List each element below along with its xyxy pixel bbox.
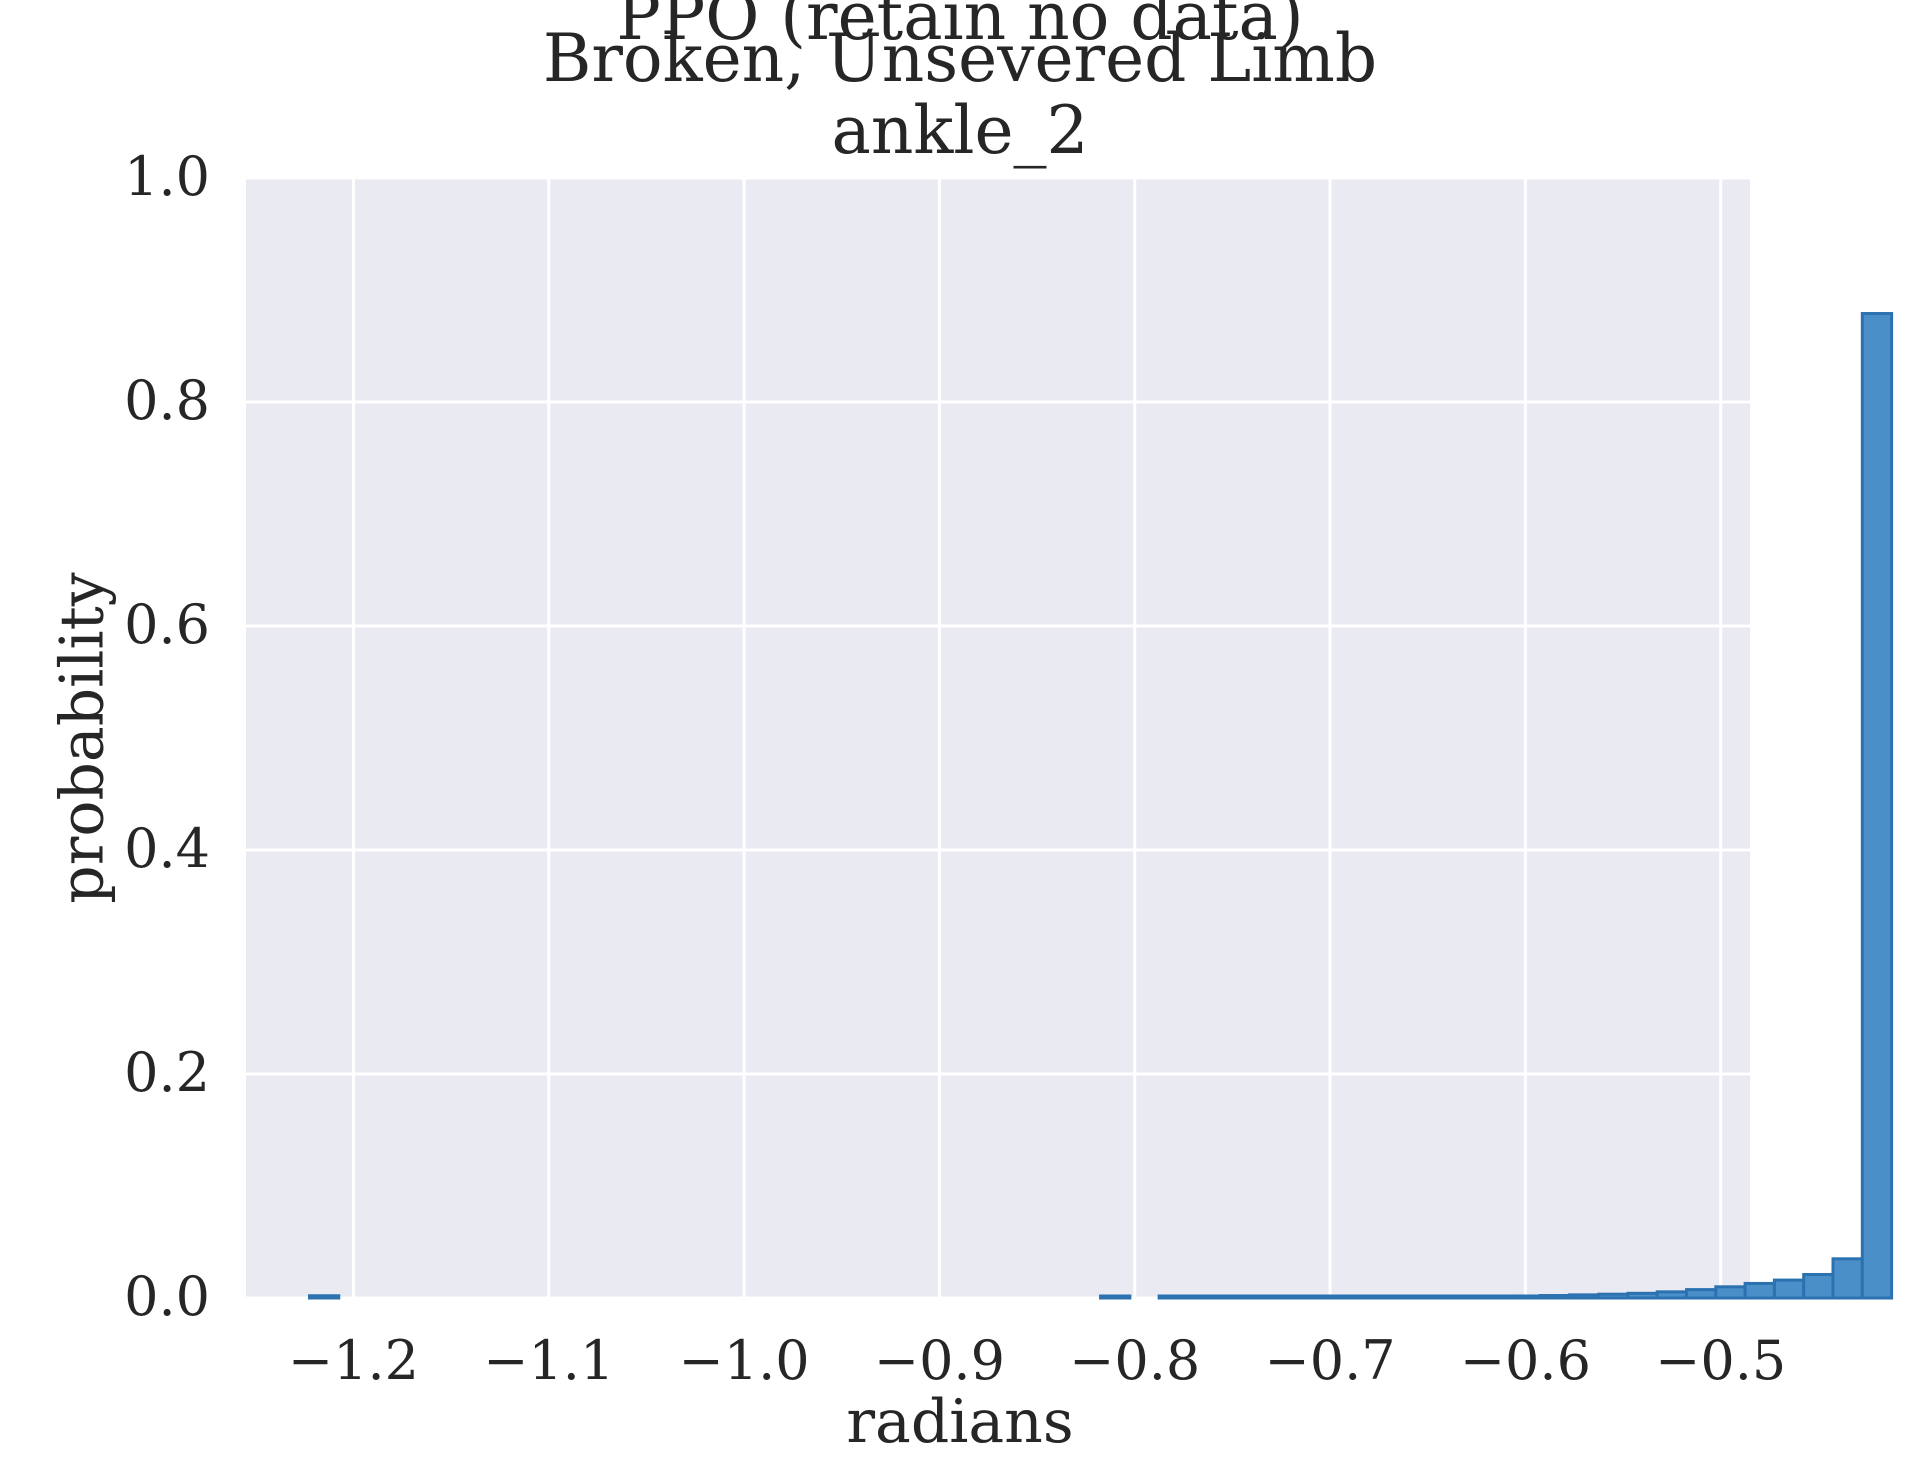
histogram-bar [1714, 1285, 1747, 1300]
y-tick-label: 0.4 [124, 817, 210, 880]
histogram-bar [1655, 1290, 1689, 1300]
histogram-bar [1772, 1278, 1806, 1300]
y-tick-label: 0.8 [124, 369, 210, 432]
histogram-bar [1216, 1294, 1249, 1300]
histogram-bar [1479, 1294, 1513, 1300]
histogram-bar [1362, 1294, 1396, 1300]
histogram-bar [1626, 1291, 1659, 1300]
histogram-bar [1245, 1294, 1278, 1300]
histogram-bar [1099, 1294, 1132, 1300]
y-tick-label: 1.0 [124, 145, 210, 208]
histogram-bar [1304, 1294, 1337, 1300]
y-tick-label: 0.6 [124, 593, 210, 656]
histogram-bar [1831, 1257, 1864, 1300]
x-tick-label: −0.6 [1459, 1329, 1591, 1392]
x-tick-label: −1.2 [287, 1329, 419, 1392]
histogram-bar [1392, 1294, 1425, 1300]
histogram-bar [1538, 1294, 1571, 1300]
histogram-bar [1421, 1294, 1454, 1300]
x-tick-label: −0.7 [1264, 1329, 1396, 1392]
x-tick-label: −0.9 [873, 1329, 1005, 1392]
y-axis-label: probability [47, 572, 118, 904]
x-axis-label: radians [846, 1387, 1074, 1457]
histogram-bar [1597, 1292, 1630, 1300]
histogram-bar [1743, 1281, 1776, 1300]
title-line-2: Broken, Unsevered Limb [542, 20, 1378, 97]
histogram-bar [1157, 1294, 1190, 1300]
plot-background [246, 178, 1750, 1298]
y-tick-label: 0.0 [124, 1265, 210, 1328]
title-line-1: PPO (retain no data) [616, 0, 1304, 55]
histogram-bar [1860, 312, 1894, 1300]
histogram-bar [1685, 1288, 1718, 1300]
title-line-3: ankle_2 [831, 92, 1089, 169]
histogram-bar [1450, 1294, 1483, 1300]
histogram-bar [307, 1294, 341, 1300]
histogram-bar [1274, 1294, 1308, 1300]
x-tick-label: −1.0 [678, 1329, 810, 1392]
x-tick-label: −1.1 [483, 1329, 615, 1392]
x-tick-label: −0.5 [1655, 1329, 1787, 1392]
histogram-bar [1509, 1294, 1542, 1300]
histogram-bar [1186, 1294, 1220, 1300]
histogram-bar [1802, 1272, 1835, 1300]
x-tick-label: −0.8 [1069, 1329, 1201, 1392]
histogram-bar [1333, 1294, 1366, 1300]
histogram-bar [1567, 1293, 1601, 1300]
y-tick-label: 0.2 [124, 1041, 210, 1104]
